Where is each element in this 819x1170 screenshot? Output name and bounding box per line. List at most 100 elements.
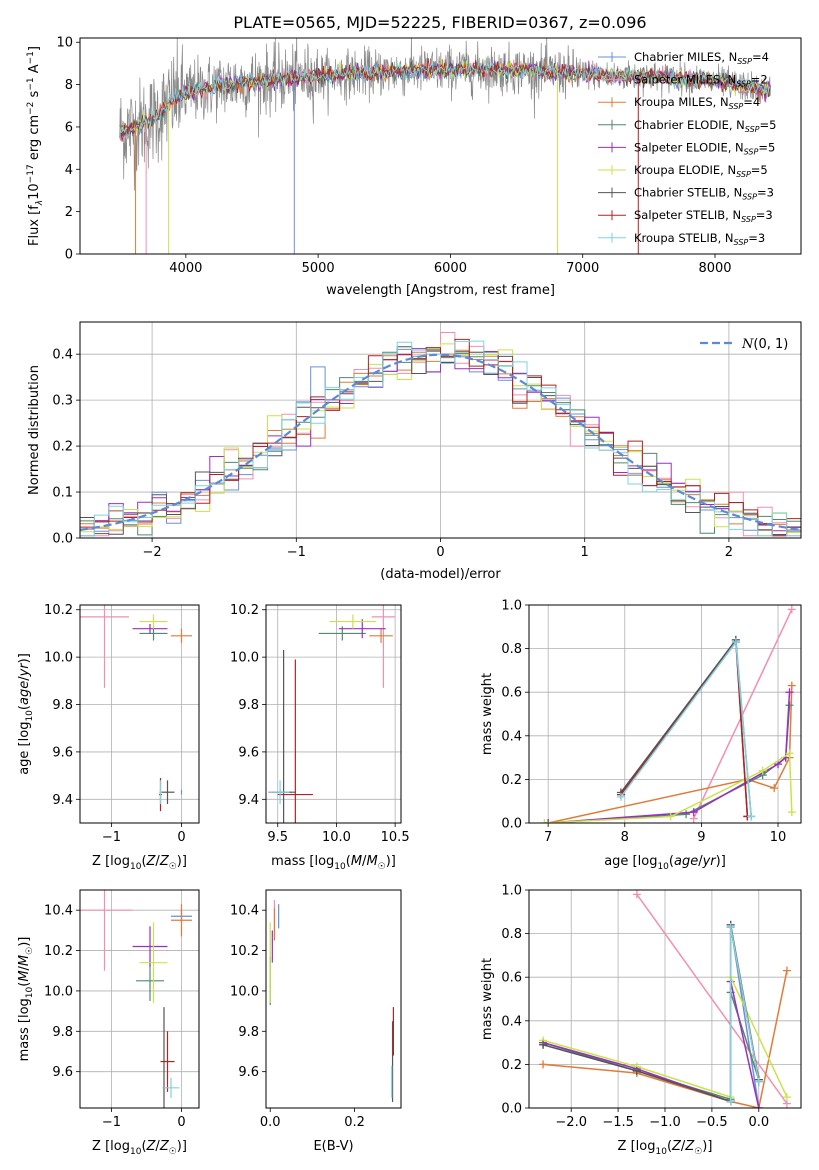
label-part: 10 <box>25 710 35 722</box>
series-marker <box>785 749 794 758</box>
y-tick-label: 10.2 <box>44 603 73 618</box>
x-tick-label: −0.5 <box>696 1115 728 1130</box>
label-part: Z <box>684 1139 695 1154</box>
label-part: ( <box>17 705 32 710</box>
label-part: age <box>17 681 32 705</box>
label-part: Z <box>159 854 170 869</box>
y-tick-label: 0.6 <box>501 971 522 986</box>
panel-age_vs_Z: −1 09.49.69.810.010.2Z [log10(Z/Z☉)]age [… <box>17 603 200 872</box>
plot-area <box>269 900 395 1102</box>
spectrum-model-salpeter-stelib <box>119 57 771 142</box>
label-part: )] <box>702 1139 712 1154</box>
label-part: / <box>17 965 32 970</box>
y-axis-label: mass weight <box>480 673 495 755</box>
legend-value: =4 <box>752 50 769 64</box>
label-part: Z <box>671 1139 682 1154</box>
y-tick-label: 0.6 <box>501 686 522 701</box>
x-tick-label: 1 <box>581 545 589 560</box>
y-tick-label: 10.0 <box>44 651 73 666</box>
label-part: / <box>698 854 703 869</box>
label-part: 10 <box>655 1147 667 1157</box>
y-tick-label: 0.2 <box>52 440 73 455</box>
label-part: ☉ <box>694 1147 702 1157</box>
x-tick-label: −1 <box>287 545 306 560</box>
series-marker <box>632 1066 641 1075</box>
y-tick-label: 0.2 <box>501 773 522 788</box>
plot-area <box>268 605 396 823</box>
residuals-legend: N(0, 1) <box>700 337 788 352</box>
series-marker <box>726 1097 735 1106</box>
legend-args: (0, 1) <box>753 337 788 352</box>
spectrum-data-line <box>119 38 771 191</box>
x-tick-label: 2 <box>725 545 733 560</box>
series-line-chabrier-stelib <box>542 924 760 1103</box>
legend-text: Kroupa ELODIE, N <box>634 163 736 177</box>
legend-value: =5 <box>760 118 777 132</box>
series-line-salpeter-stelib <box>620 640 749 817</box>
label-part: )] <box>716 854 726 869</box>
label-part: yr <box>17 662 32 678</box>
y-tick-label: 0.8 <box>501 642 522 657</box>
legend-value: =3 <box>748 231 765 245</box>
label-part: age [log <box>604 854 657 869</box>
legend-entry-label: Kroupa STELIB, NSSP=3 <box>634 231 765 247</box>
series-marker <box>754 1077 763 1086</box>
label-part: ( <box>141 1139 146 1154</box>
legend-sub: SSP <box>736 80 751 89</box>
x-tick-label: −1.0 <box>649 1115 681 1130</box>
label-part: 10 <box>130 862 142 872</box>
x-tick-label: 10 <box>770 830 787 845</box>
y-tick-label: 9.8 <box>238 1025 259 1040</box>
label-part: Z [log <box>92 1139 130 1154</box>
series-marker <box>787 681 796 690</box>
series-marker <box>787 808 796 817</box>
legend-entry-label: Salpeter MILES, NSSP=2 <box>634 73 768 89</box>
label-part: ( <box>17 982 32 987</box>
label-part: ( <box>667 1139 672 1154</box>
y-tick-label: 9.4 <box>238 793 259 808</box>
label-part: mass [log <box>17 998 32 1061</box>
label-part: / <box>362 854 367 869</box>
label-part: age <box>674 854 698 869</box>
series-line-chabrier-stelib <box>620 637 749 817</box>
y-tick-label: 10.0 <box>44 984 73 999</box>
y-tick-label: 10.0 <box>230 984 259 999</box>
axes-frame <box>265 604 402 824</box>
axes-frame <box>265 889 402 1109</box>
y-tick-label: 9.4 <box>52 793 73 808</box>
legend-text: Salpeter ELODIE, N <box>634 140 744 154</box>
label-part: ( <box>669 854 674 869</box>
series-line-salpeter-miles <box>636 893 788 1105</box>
label-part: ☉ <box>378 862 386 872</box>
y-axis-label: Flux [fλ10−17 erg cm−2 s−1 A−1] <box>26 46 45 246</box>
series-marker <box>782 1093 791 1102</box>
legend-text: Salpeter MILES, N <box>634 73 736 87</box>
legend-entry-label: Salpeter ELODIE, NSSP=5 <box>634 140 775 156</box>
legend-value: =3 <box>757 186 774 200</box>
y-tick-label: 10 <box>56 36 73 51</box>
x-tick-label: −2 <box>143 545 162 560</box>
x-tick-label: −1 <box>102 1115 121 1130</box>
label-part: erg cm <box>27 115 42 164</box>
panel-mass_vs_Z: −1 09.69.810.010.210.4Z [log10(Z/Z☉)]mass… <box>17 889 200 1157</box>
y-tick-label: 9.6 <box>52 745 73 760</box>
axes-frame <box>79 37 802 255</box>
x-tick-label: 7 <box>544 830 552 845</box>
y-axis-label: age [log10(age/yr)] <box>17 653 35 775</box>
label-part: ☉ <box>169 1147 177 1157</box>
legend-value: =4 <box>743 95 760 109</box>
label-part: yr <box>702 854 718 869</box>
label-part: s <box>27 90 42 101</box>
series-marker <box>731 638 740 647</box>
legend-entry-label: N(0, 1) <box>741 337 788 352</box>
label-part: / <box>155 1139 160 1154</box>
y-tick-label: 9.6 <box>238 1065 259 1080</box>
label-part: Z [log <box>618 1139 656 1154</box>
y-tick-label: 9.8 <box>52 1025 73 1040</box>
series-line-chabrier-elodie <box>542 992 760 1101</box>
label-part: ☉ <box>25 947 35 955</box>
legend-sub: SSP <box>734 238 749 247</box>
y-tick-label: 1.0 <box>501 884 522 899</box>
legend-sub: SSP <box>742 193 757 202</box>
